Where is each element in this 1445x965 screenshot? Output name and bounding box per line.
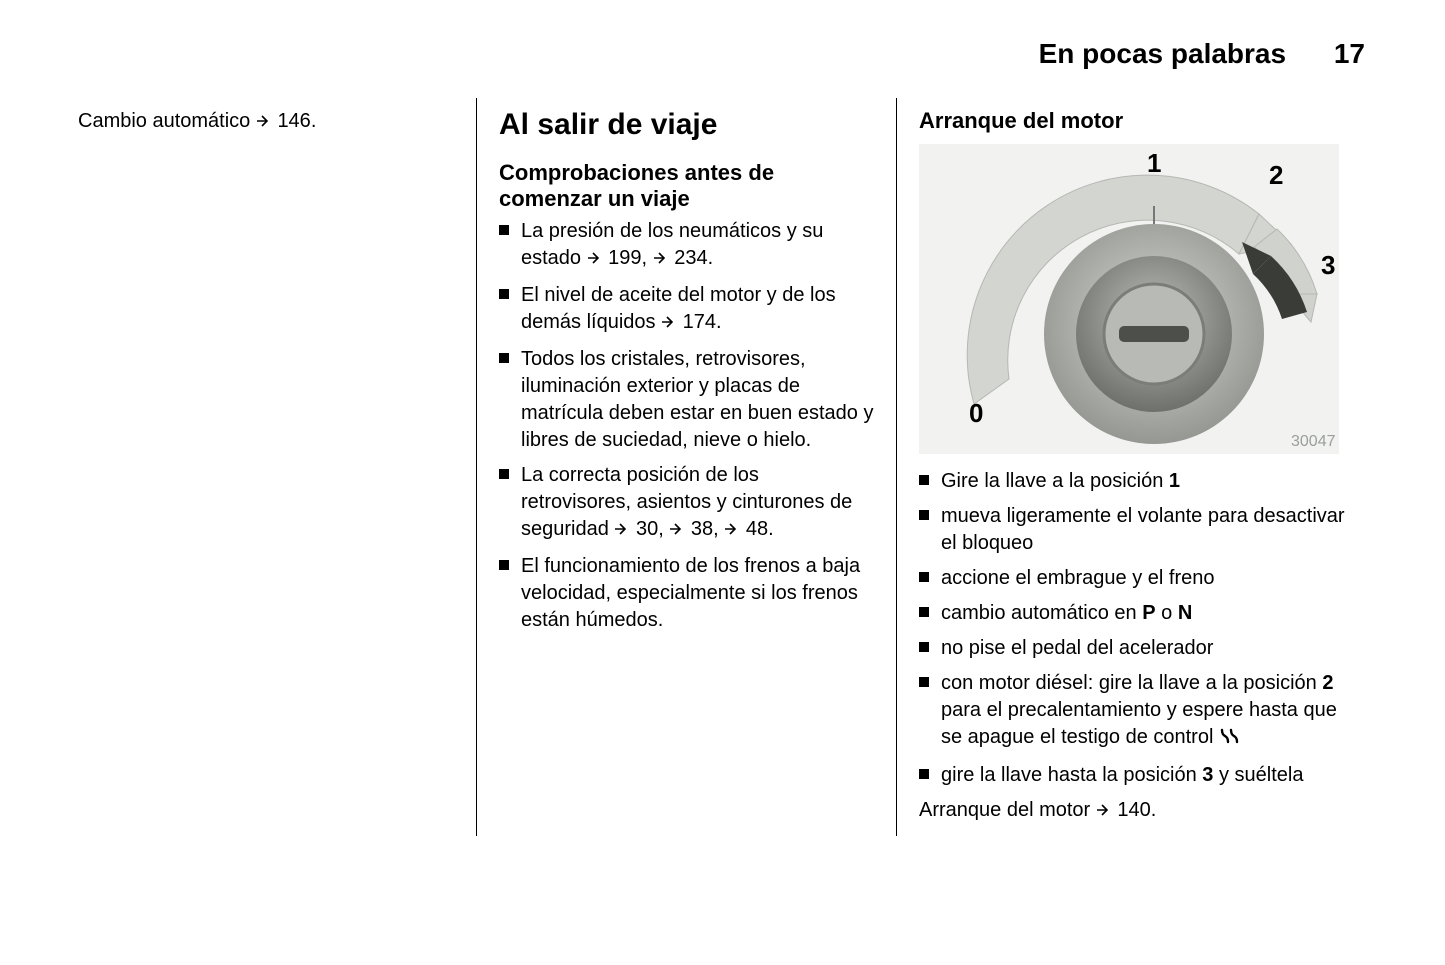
crossref-icon bbox=[724, 518, 740, 545]
text: con motor diésel: gire la llave a la pos… bbox=[941, 672, 1322, 694]
text: cambio automático en bbox=[941, 602, 1142, 624]
list-item: El nivel de aceite del motor y de los de… bbox=[499, 282, 874, 338]
text: mueva ligeramente el volante para desact… bbox=[941, 505, 1345, 554]
ignition-illustration: 0 1 2 3 30047 bbox=[919, 144, 1339, 454]
ref-number: 48 bbox=[746, 518, 768, 540]
text: gire la llave hasta la posición bbox=[941, 764, 1202, 786]
crossref-icon bbox=[1096, 799, 1112, 826]
column-3: Arranque del motor bbox=[896, 98, 1368, 836]
list-item: accione el embrague y el freno bbox=[919, 565, 1346, 592]
list-item: La presión de los neumáticos y su estado… bbox=[499, 218, 874, 274]
column-1: Cambio automático 146. bbox=[78, 98, 476, 836]
ref-number: 30 bbox=[636, 518, 658, 540]
pos-0-label: 0 bbox=[969, 398, 983, 428]
start-steps-list: Gire la llave a la posición 1 mueva lige… bbox=[919, 468, 1346, 789]
column-2: Al salir de viaje Comprobaciones antes d… bbox=[476, 98, 896, 836]
list-item: con motor diésel: gire la llave a la pos… bbox=[919, 670, 1346, 754]
text: Todos los cristales, retrovisores, ilumi… bbox=[521, 348, 873, 451]
list-item: Gire la llave a la posición 1 bbox=[919, 468, 1346, 495]
text: , bbox=[713, 518, 724, 540]
auto-transmission-ref: Cambio automático 146. bbox=[78, 108, 454, 137]
text: . bbox=[768, 518, 774, 540]
ref-number: 146 bbox=[277, 110, 310, 132]
key-position: 2 bbox=[1322, 672, 1333, 694]
text: Cambio automático bbox=[78, 110, 256, 132]
text: o bbox=[1156, 602, 1178, 624]
crossref-icon bbox=[653, 247, 669, 274]
text: para el precalentamiento y espere hasta … bbox=[941, 699, 1337, 748]
engine-start-ref: Arranque del motor 140. bbox=[919, 797, 1346, 826]
gear-p: P bbox=[1142, 602, 1155, 624]
crossref-icon bbox=[587, 247, 603, 274]
gear-n: N bbox=[1178, 602, 1192, 624]
text: . bbox=[1151, 799, 1157, 821]
text: La correcta posición de los retrovisores… bbox=[521, 464, 852, 540]
crossref-icon bbox=[669, 518, 685, 545]
pos-2-label: 2 bbox=[1269, 160, 1283, 190]
figure-code: 30047 bbox=[1291, 433, 1336, 450]
text: El nivel de aceite del motor y de los de… bbox=[521, 284, 836, 333]
ref-number: 38 bbox=[691, 518, 713, 540]
text: . bbox=[311, 110, 317, 132]
text: El funcionamiento de los frenos a baja v… bbox=[521, 555, 860, 631]
text: . bbox=[716, 311, 722, 333]
subsection-heading: Arranque del motor bbox=[919, 108, 1346, 134]
text: . bbox=[708, 247, 714, 269]
page-header: En pocas palabras 17 bbox=[1039, 38, 1365, 70]
text: Gire la llave a la posición bbox=[941, 470, 1169, 492]
pos-3-label: 3 bbox=[1321, 250, 1335, 280]
list-item: no pise el pedal del acelerador bbox=[919, 635, 1346, 662]
list-item: El funcionamiento de los frenos a baja v… bbox=[499, 553, 874, 634]
section-heading: Al salir de viaje bbox=[499, 108, 874, 142]
text: La presión de los neumáticos y su estado bbox=[521, 220, 823, 269]
key-position: 1 bbox=[1169, 470, 1180, 492]
ref-number: 140 bbox=[1117, 799, 1150, 821]
list-item: Todos los cristales, retrovisores, ilumi… bbox=[499, 346, 874, 454]
pos-1-label: 1 bbox=[1147, 148, 1161, 178]
ref-number: 234 bbox=[674, 247, 707, 269]
crossref-icon bbox=[614, 518, 630, 545]
text: accione el embrague y el freno bbox=[941, 567, 1215, 589]
crossref-icon bbox=[661, 311, 677, 338]
page-number: 17 bbox=[1334, 38, 1365, 69]
text: y suéltela bbox=[1213, 764, 1303, 786]
text: no pise el pedal del acelerador bbox=[941, 637, 1213, 659]
list-item: gire la llave hasta la posición 3 y suél… bbox=[919, 762, 1346, 789]
header-chapter-title: En pocas palabras bbox=[1039, 38, 1286, 69]
subsection-heading: Comprobaciones antes de comenzar un viaj… bbox=[499, 160, 874, 212]
ref-number: 174 bbox=[683, 311, 716, 333]
crossref-icon bbox=[256, 110, 272, 137]
preheat-icon bbox=[1219, 726, 1243, 754]
list-item: mueva ligeramente el volante para desact… bbox=[919, 503, 1346, 557]
checks-list: La presión de los neumáticos y su estado… bbox=[499, 218, 874, 634]
text: , bbox=[642, 247, 653, 269]
ref-number: 199 bbox=[608, 247, 641, 269]
key-position: 3 bbox=[1202, 764, 1213, 786]
text: , bbox=[658, 518, 669, 540]
list-item: La correcta posición de los retrovisores… bbox=[499, 462, 874, 545]
text: Arranque del motor bbox=[919, 799, 1096, 821]
list-item: cambio automático en P o N bbox=[919, 600, 1346, 627]
content-columns: Cambio automático 146. Al salir de viaje… bbox=[78, 98, 1368, 836]
